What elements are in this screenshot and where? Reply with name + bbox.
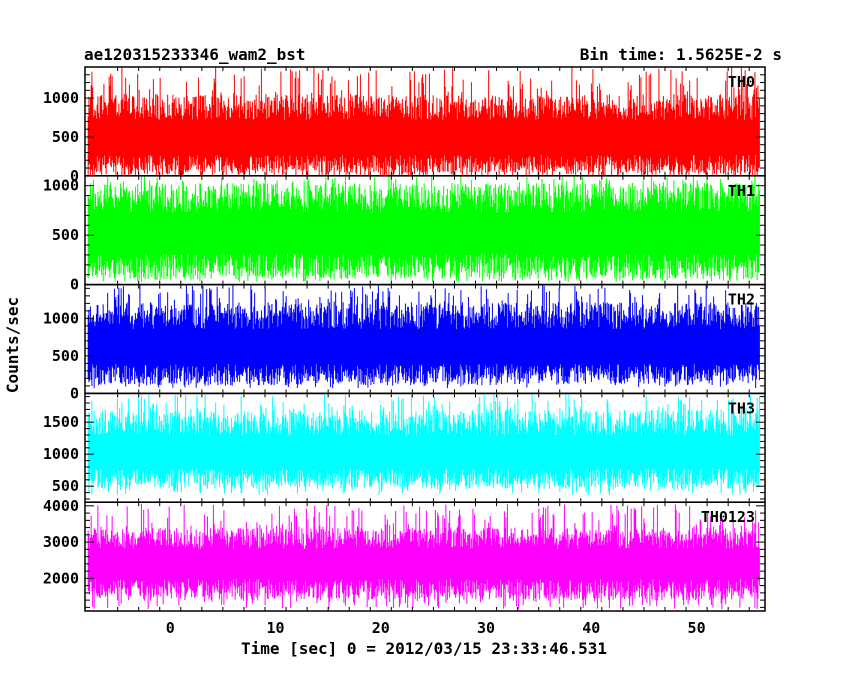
panels: 0 500 1000 TH0 0 500 1000 TH1 0 500 1000 TH2 500 1000… — [43, 66, 766, 612]
panel-label-th0123: TH0123 — [701, 508, 755, 526]
y-tick-label: 1000 — [43, 309, 79, 327]
x-tick-label: 0 — [166, 619, 175, 637]
panel-th2: 0 500 1000 TH2 — [43, 283, 766, 402]
y-tick-label: 1500 — [43, 413, 79, 431]
x-tick-label: 40 — [582, 619, 600, 637]
y-tick-label: 500 — [52, 128, 79, 146]
x-axis-label: Time [sec] 0 = 2012/03/15 23:33:46.531 — [241, 639, 607, 658]
lightcurve-th3 — [87, 393, 760, 495]
y-tick-label: 1000 — [43, 445, 79, 463]
panel-th0: 0 500 1000 TH0 — [43, 66, 766, 185]
y-tick-label: 0 — [70, 167, 79, 185]
y-tick-label: 2000 — [43, 569, 79, 587]
panel-label-th0: TH0 — [728, 73, 755, 91]
x-axis: 0 10 20 30 40 50 — [166, 619, 706, 637]
x-tick-label: 50 — [688, 619, 706, 637]
x-tick-label: 10 — [266, 619, 284, 637]
lightcurve-th0123 — [87, 504, 760, 610]
y-tick-label: 500 — [52, 347, 79, 365]
y-tick-label: 500 — [52, 226, 79, 244]
lightcurve-th1 — [87, 175, 760, 282]
y-tick-label: 0 — [70, 276, 79, 294]
y-tick-label: 500 — [52, 477, 79, 495]
panel-label-th3: TH3 — [728, 399, 755, 417]
figure-title: ae120315233346_wam2_bst — [84, 45, 306, 64]
panel-label-th2: TH2 — [728, 291, 755, 309]
x-tick-label: 20 — [372, 619, 390, 637]
panel-th3: 500 1000 1500 TH3 — [43, 392, 766, 503]
x-tick-label: 30 — [477, 619, 495, 637]
y-tick-label: 3000 — [43, 533, 79, 551]
bin-time-label: Bin time: 1.5625E-2 s — [580, 45, 782, 64]
y-tick-label: 1000 — [43, 177, 79, 195]
lightcurve-th0 — [87, 67, 760, 176]
y-tick-label: 0 — [70, 384, 79, 402]
y-tick-label: 1000 — [43, 89, 79, 107]
lightcurve-th2 — [87, 284, 760, 389]
y-tick-label: 4000 — [43, 497, 79, 515]
y-axis-label: Counts/sec — [3, 297, 22, 393]
panel-th1: 0 500 1000 TH1 — [43, 175, 766, 294]
panel-label-th1: TH1 — [728, 182, 755, 200]
panel-th0123: 2000 3000 4000 TH0123 — [43, 497, 766, 612]
